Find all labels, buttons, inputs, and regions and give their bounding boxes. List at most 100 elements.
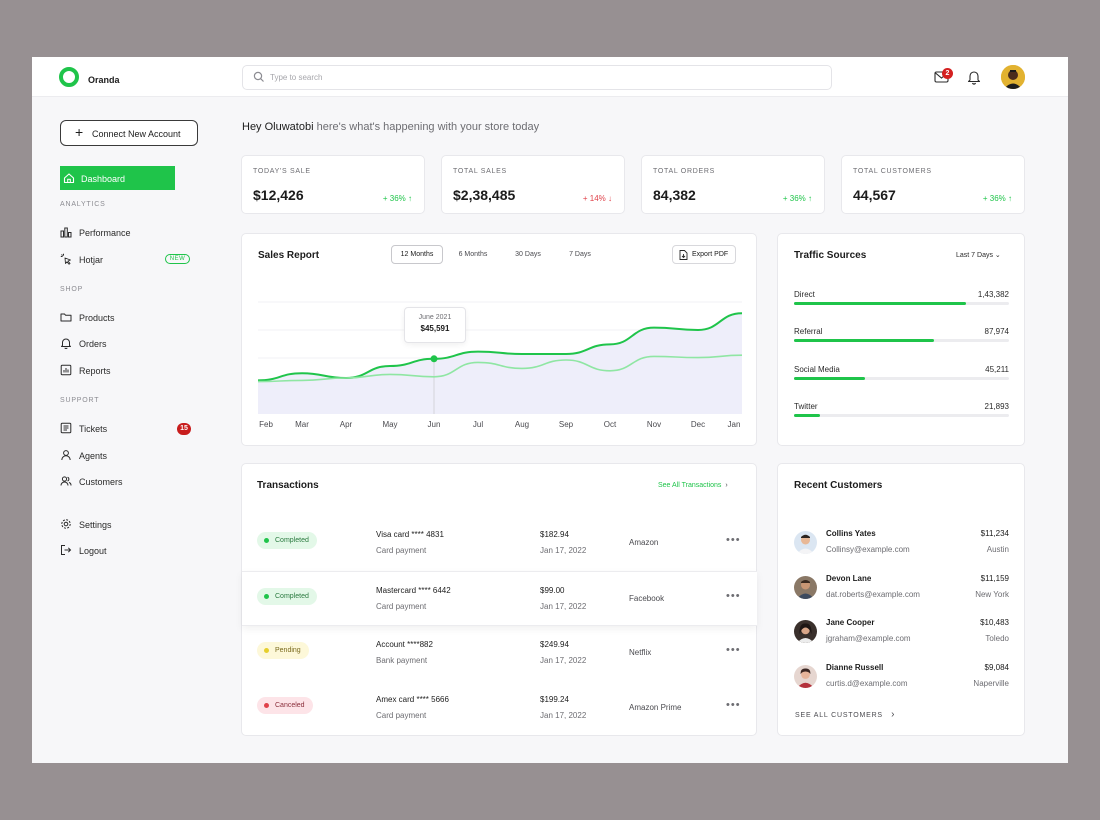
sidebar-item-hotjar[interactable]: Hotjar <box>60 247 190 271</box>
list-item[interactable]: Jane Cooper jgraham@example.com $10,483 … <box>794 615 1009 655</box>
status-badge: Pending <box>257 642 309 659</box>
customer-email: jgraham@example.com <box>826 634 911 643</box>
table-row[interactable]: Completed Mastercard **** 6442 Card paym… <box>242 571 757 626</box>
traffic-range-dropdown[interactable]: Last 7 Days ⌄ <box>956 251 1001 259</box>
search-box[interactable] <box>242 65 832 90</box>
merchant: Facebook <box>629 594 665 603</box>
home-icon <box>63 173 75 184</box>
sidebar-item-orders[interactable]: Orders <box>60 331 190 355</box>
stat-value: 84,382 <box>653 187 696 203</box>
more-options-icon[interactable]: ••• <box>726 644 741 656</box>
sidebar-item-customers[interactable]: Customers <box>60 469 190 493</box>
traffic-range-label: Last 7 Days <box>956 252 993 259</box>
series-area <box>258 313 742 414</box>
traffic-name: Social Media <box>794 365 840 374</box>
more-options-icon[interactable]: ••• <box>726 534 741 546</box>
sidebar-item-agents[interactable]: Agents <box>60 443 190 467</box>
traffic-row-social-media: Social Media 45,211 <box>794 365 1009 395</box>
x-tick-label: Aug <box>514 420 530 429</box>
sidebar-item-dashboard[interactable]: Dashboard <box>60 166 175 190</box>
see-all-transactions-link[interactable]: See All Transactions › <box>658 482 728 489</box>
customer-city: Naperville <box>973 679 1009 688</box>
tab-6-months[interactable]: 6 Months <box>458 251 488 258</box>
sidebar-item-logout[interactable]: Logout <box>60 538 190 562</box>
folder-icon <box>60 313 72 322</box>
tab-7-days[interactable]: 7 Days <box>569 251 591 258</box>
tooltip-label: June 2021 <box>418 314 452 321</box>
traffic-sources-card: Traffic Sources Last 7 Days ⌄ Direct 1,4… <box>777 233 1025 446</box>
x-tick-label: Jul <box>472 420 484 429</box>
logout-icon <box>61 545 72 555</box>
table-row[interactable]: Canceled Amex card **** 5666 Card paymen… <box>242 681 757 736</box>
customer-email: dat.roberts@example.com <box>826 590 920 599</box>
search-input[interactable] <box>270 70 810 85</box>
avatar[interactable] <box>1001 65 1025 89</box>
sidebar-item-reports[interactable]: Reports <box>60 358 190 382</box>
traffic-bar-track <box>794 339 1009 342</box>
bell-icon <box>61 338 71 349</box>
status-label: Pending <box>275 647 301 654</box>
merchant: Amazon Prime <box>629 703 682 712</box>
stat-card-total-customers: TOTAL CUSTOMERS 44,567 + 36% ↑ <box>841 155 1025 214</box>
mail-badge: 2 <box>942 68 953 79</box>
stat-title: TOTAL ORDERS <box>653 168 715 175</box>
series-line-2 <box>258 354 742 383</box>
see-all-customers-link[interactable]: SEE ALL CUSTOMERS › <box>795 709 895 720</box>
transaction-date: Jan 17, 2022 <box>540 546 587 555</box>
sidebar-item-settings[interactable]: Settings <box>60 512 190 536</box>
customer-amount: $9,084 <box>984 663 1009 672</box>
sidebar-item-label: Products <box>79 313 115 323</box>
transaction-amount: $99.00 <box>540 586 565 595</box>
traffic-row-direct: Direct 1,43,382 <box>794 290 1009 320</box>
traffic-value: 45,211 <box>985 365 1009 374</box>
export-label: Export PDF <box>692 251 729 258</box>
customer-amount: $11,159 <box>980 574 1009 583</box>
chevron-right-icon: › <box>891 709 896 720</box>
traffic-value: 1,43,382 <box>977 290 1009 299</box>
x-tick-label: Feb <box>259 420 273 429</box>
list-item[interactable]: Devon Lane dat.roberts@example.com $11,1… <box>794 571 1009 611</box>
shop-section-label: SHOP <box>60 286 84 293</box>
traffic-value: 21,893 <box>984 402 1009 411</box>
tab-30-days[interactable]: 30 Days <box>515 251 541 258</box>
more-options-icon[interactable]: ••• <box>726 590 741 602</box>
table-row[interactable]: Completed Visa card **** 4831 Card payme… <box>242 516 757 571</box>
avatar <box>794 620 817 643</box>
export-pdf-button[interactable]: Export PDF <box>672 245 736 264</box>
sidebar-item-label: Dashboard <box>81 174 126 184</box>
traffic-name: Twitter <box>794 402 818 411</box>
sidebar-item-performance[interactable]: Performance <box>60 220 190 244</box>
stat-card-todays-sale: TODAY'S SALE $12,426 + 36% ↑ <box>241 155 425 214</box>
list-item[interactable]: Dianne Russell curtis.d@example.com $9,0… <box>794 660 1009 700</box>
x-tick-label: Sep <box>558 420 574 429</box>
list-item[interactable]: Collins Yates Collinsy@example.com $11,2… <box>794 526 1009 566</box>
traffic-bar-fill <box>794 414 820 417</box>
bell-icon[interactable] <box>967 69 981 85</box>
sidebar-item-label: Agents <box>79 451 108 461</box>
see-all-customers-label: SEE ALL CUSTOMERS <box>795 712 883 719</box>
avatar <box>794 576 817 599</box>
analytics-section-label: ANALYTICS <box>60 201 106 208</box>
sales-line-chart[interactable] <box>258 294 742 414</box>
sidebar-item-label: Performance <box>79 228 131 238</box>
connect-new-account-button[interactable]: + Connect New Account <box>60 120 198 146</box>
recent-customers-title: Recent Customers <box>794 480 883 491</box>
stat-delta: + 36% ↑ <box>382 194 412 203</box>
x-tick-label: May <box>382 420 398 429</box>
status-dot <box>264 648 269 653</box>
table-row[interactable]: Pending Account ****882 Bank payment $24… <box>242 626 757 681</box>
more-options-icon[interactable]: ••• <box>726 699 741 711</box>
support-section-label: SUPPORT <box>60 397 100 404</box>
tab-12-months[interactable]: 12 Months <box>391 245 443 264</box>
x-tick-label: Oct <box>603 420 617 429</box>
traffic-bar-fill <box>794 377 865 380</box>
status-label: Completed <box>275 537 309 544</box>
payment-method: Visa card **** 4831 <box>376 530 444 539</box>
greeting-text: here's what's happening with your store … <box>313 121 540 133</box>
customer-city: Austin <box>986 545 1009 554</box>
sidebar-item-tickets[interactable]: Tickets <box>60 416 190 440</box>
transaction-amount: $182.94 <box>540 530 569 539</box>
customer-name: Jane Cooper <box>826 618 875 627</box>
sidebar-item-products[interactable]: Products <box>60 305 190 329</box>
traffic-value: 87,974 <box>984 327 1009 336</box>
